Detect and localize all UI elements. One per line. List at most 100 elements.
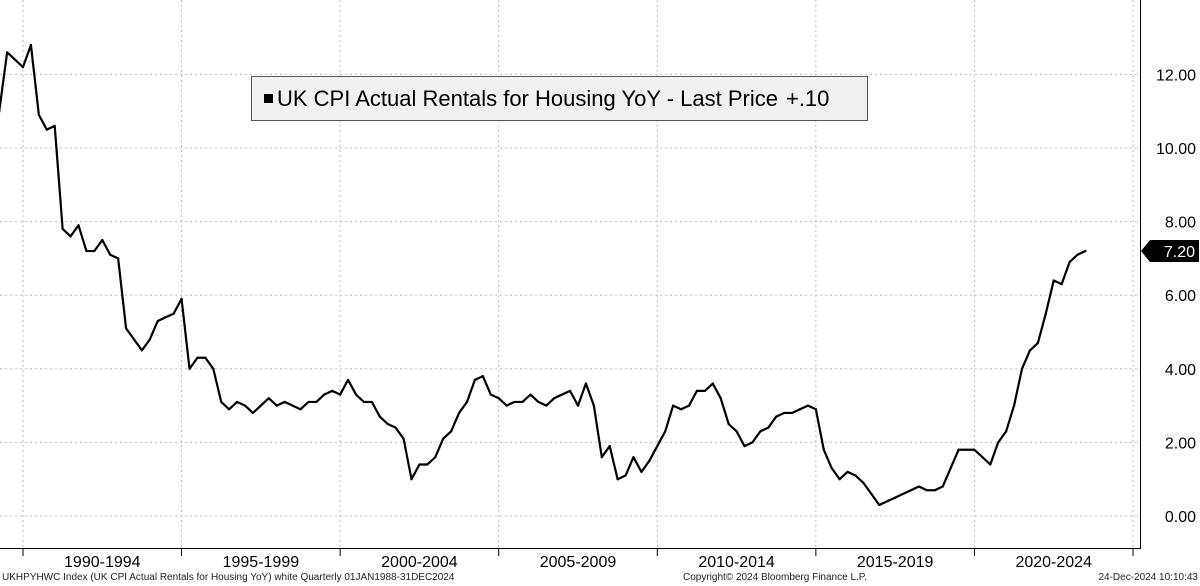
data-point [886,500,889,503]
data-point [434,456,437,459]
last-value-tag-shape [1141,240,1199,263]
data-point [156,319,159,323]
data-point [925,489,928,492]
data-point [109,253,112,256]
data-point [798,408,802,411]
last-value-tag-text: 7.20 [1164,244,1195,261]
y-tick-label: 10.00 [1156,141,1196,158]
data-point [695,389,699,392]
data-point [933,489,936,492]
data-point [838,478,841,481]
data-point [783,411,786,415]
data-point [870,492,873,496]
x-tick-label: 2005-2009 [540,554,617,571]
data-point [362,400,366,404]
data-point [196,356,199,359]
data-point [1028,349,1032,352]
x-tick-label: 2000-2004 [381,554,458,571]
data-point [267,397,270,400]
data-point [901,492,905,496]
data-point [862,481,865,484]
data-point [410,478,413,481]
data-point [1084,249,1087,253]
data-point [846,470,849,473]
data-point [259,404,262,407]
x-tick-label: 1990-1994 [64,554,141,571]
data-point [204,356,207,359]
data-point [616,478,619,481]
data-point [457,411,461,415]
data-point [561,393,564,396]
data-point [854,474,857,477]
data-point [687,404,691,407]
data-point [13,58,17,61]
data-point [450,430,453,433]
data-point [346,378,350,381]
data-point [378,415,381,418]
legend-marker-icon [264,94,273,103]
data-point [1068,260,1071,264]
data-point [529,393,532,396]
x-axis-ticks: 1990-1994 1995-1999 2000-2004 2005-2009 2010… [22,548,1134,571]
footer-timestamp: 24-Dec-2024 10:10:43 [1098,572,1198,583]
data-point [965,448,968,451]
data-point [759,430,762,433]
data-point [6,51,9,54]
data-point [29,43,33,47]
data-point [656,444,659,448]
x-tick-label: 2020-2024 [1015,554,1092,571]
data-point [1052,279,1055,282]
data-point [315,400,318,404]
data-point [442,437,445,440]
data-point [465,400,469,404]
data-point [243,404,247,407]
data-point [727,422,730,426]
y-tick-label: 8.00 [1165,215,1196,232]
data-point [545,404,548,407]
data-point [909,489,913,492]
data-point [251,411,255,415]
data-point [402,437,405,440]
data-point [584,382,588,385]
legend-label: UK CPI Actual Rentals for Housing YoY - … [277,85,778,111]
data-point [767,426,770,429]
data-point [21,65,25,69]
data-point [212,367,215,370]
data-point [354,393,358,396]
data-point [624,474,627,477]
data-point [489,393,492,396]
data-point [592,404,595,407]
y-tick-label: 6.00 [1165,288,1196,305]
data-point [989,463,992,466]
data-point [672,404,675,407]
x-tick-label: 2015-2019 [857,554,934,571]
data-point [806,404,810,407]
data-point [132,338,136,341]
data-point [481,375,484,378]
data-point [148,338,151,341]
data-point [180,297,183,300]
data-point [973,448,976,451]
legend: UK CPI Actual Rentals for Housing YoY - … [251,76,868,121]
data-point [220,400,223,404]
data-point [997,441,1000,444]
data-point [331,389,334,392]
data-point [1012,404,1016,407]
y-tick-label: 2.00 [1165,435,1196,452]
legend-last-change: +.10 [785,85,830,111]
data-point [275,404,278,407]
data-point [1005,430,1008,433]
x-tick-label: 1995-1999 [223,554,300,571]
data-point [101,238,104,242]
data-point [188,367,191,370]
data-point [830,467,833,470]
data-point [1060,283,1063,286]
data-point [497,397,500,400]
data-point [299,408,302,411]
data-point [878,503,881,507]
data-point [814,408,817,411]
data-point [664,430,667,433]
data-point [537,400,540,404]
data-point [323,393,326,396]
data-point [370,400,373,404]
